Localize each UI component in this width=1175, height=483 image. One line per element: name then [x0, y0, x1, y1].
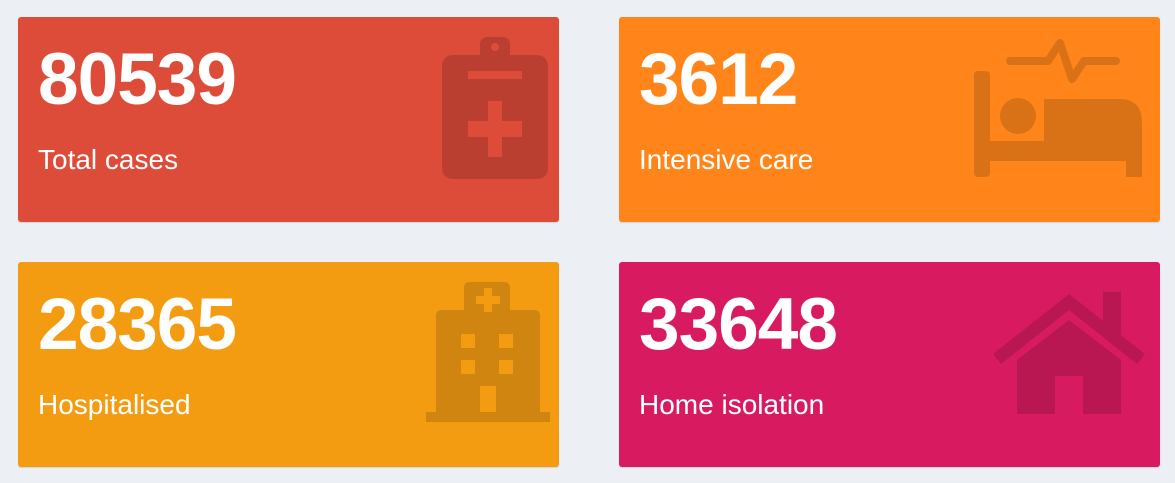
clipboard-medical-icon [442, 37, 548, 179]
home-isolation-value: 33648 [639, 284, 838, 365]
hospitalised-card: 28365 Hospitalised [18, 262, 559, 467]
house-icon [991, 290, 1151, 414]
total-cases-card: 80539 Total cases [18, 17, 559, 222]
hospitalised-label: Hospitalised [38, 389, 191, 420]
home-isolation-label: Home isolation [639, 389, 825, 420]
intensive-care-card: 3612 Intensive care [619, 17, 1160, 222]
total-cases-value: 80539 [38, 39, 237, 120]
home-isolation-card: 33648 Home isolation [619, 262, 1160, 467]
hospitalised-value: 28365 [38, 284, 237, 365]
hospital-building-icon [426, 282, 550, 424]
total-cases-label: Total cases [38, 144, 179, 175]
hospital-bed-heartbeat-icon [974, 37, 1142, 179]
intensive-care-label: Intensive care [639, 144, 814, 175]
intensive-care-value: 3612 [639, 39, 798, 120]
